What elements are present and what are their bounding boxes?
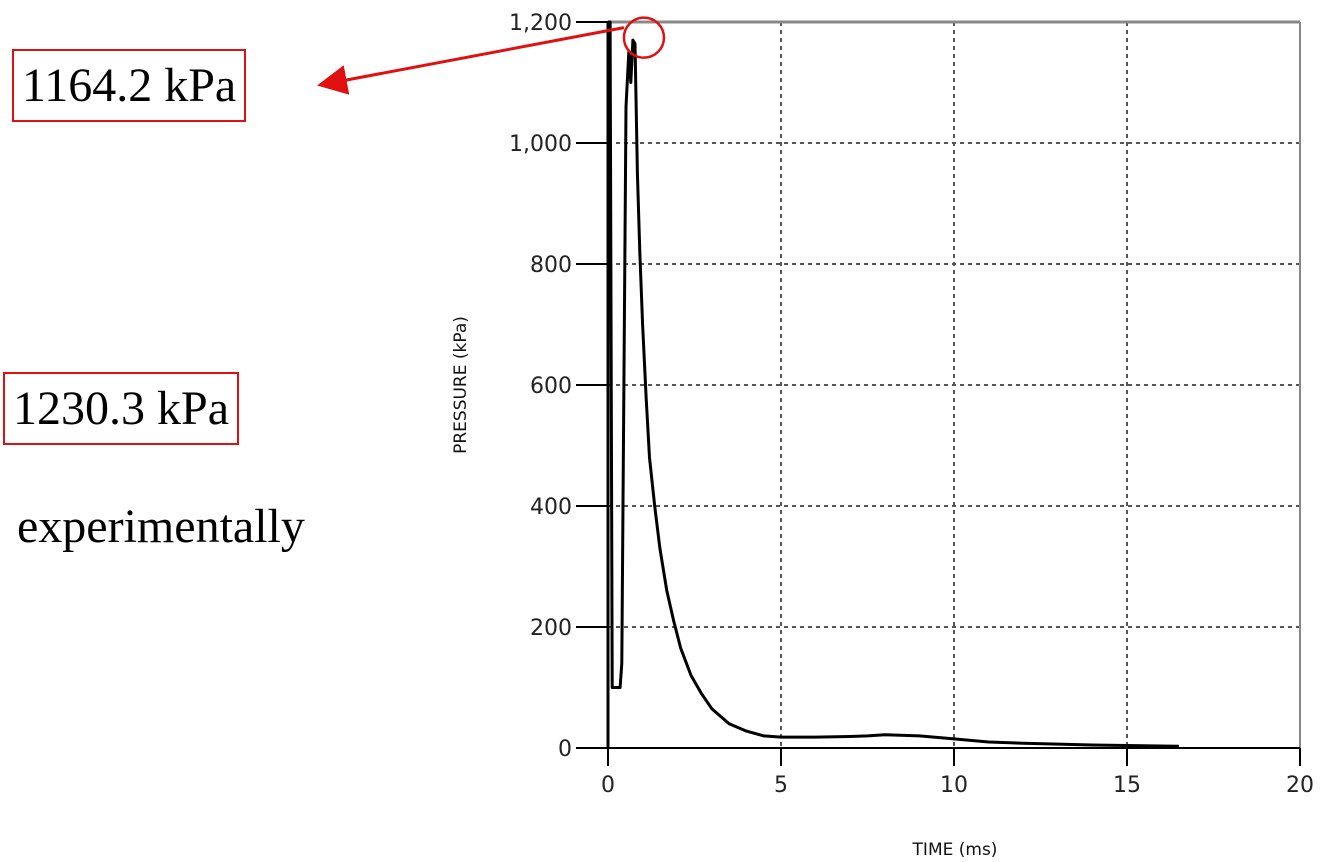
x-tick-label: 0 (601, 773, 615, 798)
x-axis-label: TIME (ms) (912, 840, 998, 860)
x-tick-label: 10 (940, 773, 968, 798)
y-tick-label: 1,000 (509, 132, 572, 157)
experimental-note: experimentally (17, 500, 305, 553)
y-tick-label: 400 (530, 495, 572, 520)
simulated-peak-label: 1164.2 kPa (12, 49, 247, 122)
peak-arrow (317, 26, 625, 95)
y-tick-label: 0 (558, 737, 572, 762)
x-tick-label: 15 (1113, 773, 1141, 798)
y-tick-label: 800 (530, 253, 572, 278)
peak-marker-circle (622, 16, 666, 59)
x-tick-label: 5 (774, 773, 788, 798)
y-tick-label: 1,200 (509, 11, 572, 36)
y-tick-label: 200 (530, 616, 572, 641)
experimental-peak-label: 1230.3 kPa (3, 372, 239, 445)
y-axis-label: PRESSURE (kPa) (451, 316, 471, 454)
y-tick-label: 600 (530, 374, 572, 399)
pressure-curve (608, 20, 1179, 748)
x-tick-label: 20 (1286, 773, 1314, 798)
